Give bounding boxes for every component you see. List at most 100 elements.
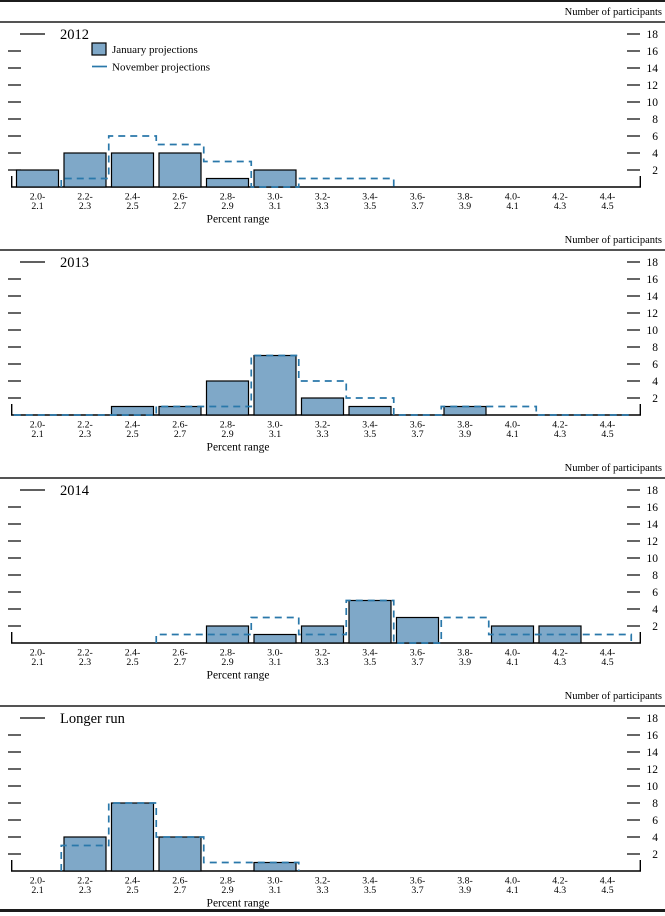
bar-3.2-3.3: [300, 397, 345, 416]
right-tick-label-14: 14: [647, 291, 659, 303]
right-tick-label-10: 10: [647, 553, 659, 565]
panel-title: Longer run: [60, 711, 126, 727]
x-label-3.2-3.3: 3.2-3.3: [315, 648, 331, 669]
x-label-4.0-4.1: 4.0-4.1: [505, 192, 521, 213]
january-bars: [63, 802, 297, 872]
x-axis-labels: 2.0-2.1 2.2-2.3 2.4-2.5 2.6-2.7 2.8-2.9 3.0-3…: [30, 876, 616, 897]
right-tick-label-14: 14: [647, 63, 659, 75]
bar-2.8-2.9: [205, 177, 250, 188]
bar-2.6-2.7: [158, 405, 202, 416]
right-tick-label-16: 16: [647, 502, 659, 514]
right-tick-label-10: 10: [647, 781, 659, 793]
x-label-3.0-3.1: 3.0-3.1: [267, 876, 283, 897]
x-axis-title: Percent range: [207, 898, 270, 910]
x-label-4.0-4.1: 4.0-4.1: [505, 420, 521, 441]
x-label-2.6-2.7: 2.6-2.7: [172, 192, 188, 213]
bar-2.6-2.7: [158, 152, 202, 188]
panel-longer-run: Number of participants Longer run 2 4 6 8 10 12…: [0, 691, 665, 910]
top-border-rule: [0, 0, 665, 2]
x-label-3.6-3.7: 3.6-3.7: [410, 420, 426, 441]
x-axis-labels: 2.0-2.1 2.2-2.3 2.4-2.5 2.6-2.7 2.8-2.9 3.0-3…: [30, 420, 616, 441]
right-tick-label-2: 2: [652, 849, 658, 861]
x-label-3.8-3.9: 3.8-3.9: [457, 876, 473, 897]
x-label-2.2-2.3: 2.2-2.3: [77, 648, 93, 669]
november-projections-line: [60, 802, 300, 871]
x-label-4.2-4.3: 4.2-4.3: [552, 876, 568, 897]
x-label-3.0-3.1: 3.0-3.1: [267, 420, 283, 441]
left-axis-ticks: [8, 50, 21, 171]
x-label-3.6-3.7: 3.6-3.7: [410, 192, 426, 213]
x-label-2.2-2.3: 2.2-2.3: [77, 876, 93, 897]
x-label-2.4-2.5: 2.4-2.5: [125, 420, 141, 441]
x-label-4.0-4.1: 4.0-4.1: [505, 648, 521, 669]
x-label-3.4-3.5: 3.4-3.5: [362, 648, 378, 669]
bar-3.4-3.5: [348, 405, 392, 416]
x-label-2.8-2.9: 2.8-2.9: [220, 876, 236, 897]
x-label-2.4-2.5: 2.4-2.5: [125, 192, 141, 213]
november-projections-line: [13, 354, 632, 416]
x-label-2.2-2.3: 2.2-2.3: [77, 192, 93, 213]
x-axis-title: Percent range: [207, 214, 270, 226]
x-label-2.0-2.1: 2.0-2.1: [30, 192, 46, 213]
bar-2.4-2.5: [110, 802, 155, 872]
x-label-2.8-2.9: 2.8-2.9: [220, 420, 236, 441]
right-axis-title: Number of participants: [565, 691, 662, 702]
x-axis-labels: 2.0-2.1 2.2-2.3 2.4-2.5 2.6-2.7 2.8-2.9 3.0-3…: [30, 192, 616, 213]
right-tick-label-18: 18: [647, 713, 659, 725]
right-tick-label-18: 18: [647, 257, 659, 269]
right-tick-label-6: 6: [652, 587, 658, 599]
x-label-2.8-2.9: 2.8-2.9: [220, 648, 236, 669]
right-tick-label-8: 8: [652, 570, 658, 582]
bar-2.6-2.7: [158, 836, 202, 872]
x-label-4.0-4.1: 4.0-4.1: [505, 876, 521, 897]
x-label-2.4-2.5: 2.4-2.5: [125, 876, 141, 897]
left-axis-ticks: [8, 278, 21, 399]
right-tick-label-6: 6: [652, 131, 658, 143]
panel-title: 2013: [60, 255, 89, 271]
bar-2.2-2.3: [63, 836, 107, 872]
right-tick-label-4: 4: [652, 376, 658, 388]
x-label-2.6-2.7: 2.6-2.7: [172, 648, 188, 669]
left-axis-ticks: [8, 734, 21, 855]
right-tick-label-14: 14: [647, 519, 659, 531]
right-tick-label-18: 18: [647, 485, 659, 497]
right-axis-ticks: 2 4 6 8 10 12 14 16 18: [627, 29, 658, 177]
x-label-3.8-3.9: 3.8-3.9: [457, 192, 473, 213]
legend: January projections November projections: [91, 42, 210, 74]
right-axis-ticks: 2 4 6 8 10 12 14 16 18: [627, 485, 658, 633]
right-tick-label-12: 12: [647, 80, 659, 92]
x-label-3.6-3.7: 3.6-3.7: [410, 648, 426, 669]
november-projections-line: [60, 135, 395, 188]
bar-3.4-3.5: [348, 599, 392, 644]
x-label-4.4-4.5: 4.4-4.5: [600, 420, 616, 441]
x-label-3.0-3.1: 3.0-3.1: [267, 648, 283, 669]
x-label-4.2-4.3: 4.2-4.3: [552, 648, 568, 669]
x-label-3.0-3.1: 3.0-3.1: [267, 192, 283, 213]
x-label-2.2-2.3: 2.2-2.3: [77, 420, 93, 441]
right-tick-label-2: 2: [652, 393, 658, 405]
bottom-border-rule: [0, 909, 665, 912]
right-axis-title: Number of participants: [565, 463, 662, 474]
x-label-2.6-2.7: 2.6-2.7: [172, 876, 188, 897]
bar-2.4-2.5: [110, 152, 155, 188]
bar-2.2-2.3: [63, 152, 107, 188]
x-label-3.8-3.9: 3.8-3.9: [457, 420, 473, 441]
x-label-2.0-2.1: 2.0-2.1: [30, 648, 46, 669]
legend-november-label: November projections: [112, 62, 210, 74]
x-label-2.8-2.9: 2.8-2.9: [220, 192, 236, 213]
right-tick-label-18: 18: [647, 29, 659, 41]
x-label-2.6-2.7: 2.6-2.7: [172, 420, 188, 441]
x-axis-title: Percent range: [207, 670, 270, 682]
bar-3.0-3.1: [253, 633, 297, 644]
right-axis-title: Number of participants: [565, 7, 662, 18]
bar-3.8-3.9: [443, 405, 487, 416]
right-tick-label-8: 8: [652, 798, 658, 810]
right-tick-label-12: 12: [647, 308, 659, 320]
bar-3.0-3.1: [253, 354, 297, 416]
right-tick-label-4: 4: [652, 148, 658, 160]
right-tick-label-16: 16: [647, 730, 659, 742]
right-tick-label-6: 6: [652, 359, 658, 371]
x-label-4.4-4.5: 4.4-4.5: [600, 876, 616, 897]
bar-2.0-2.1: [15, 169, 60, 188]
